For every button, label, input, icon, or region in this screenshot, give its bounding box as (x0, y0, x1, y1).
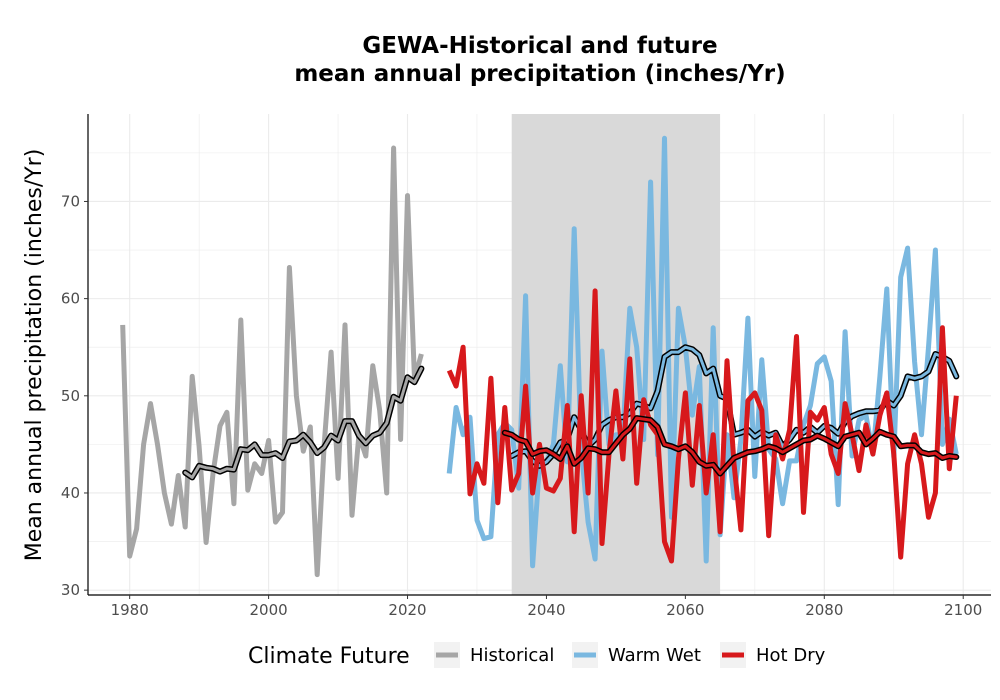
y-tick-label: 50 (61, 387, 80, 405)
y-axis-label: Mean annual precipitation (inches/Yr) (22, 149, 47, 562)
chart-title-line-2: mean annual precipitation (inches/Yr) (294, 61, 785, 87)
historical-smoothed-line (183, 367, 423, 479)
tick-labels: 1980 2000 2020 2040 2060 2080 2100 30 40 50 60 70 (61, 192, 982, 619)
legend-label-historical: Historical (470, 645, 554, 666)
legend-label-hot-dry: Hot Dry (756, 645, 826, 666)
hot-dry-smoothed-line (503, 416, 958, 475)
legend-label-warm-wet: Warm Wet (608, 645, 701, 666)
y-tick-label: 30 (61, 581, 80, 599)
hot-dry-smoothed-series (501, 415, 960, 477)
x-tick-label: 2040 (527, 601, 565, 619)
legend-item-warm-wet: Warm Wet (572, 642, 701, 668)
historical-smoothed-series (182, 365, 425, 481)
x-tick-label: 2100 (944, 601, 982, 619)
series-layer (120, 135, 960, 578)
historical-line (120, 145, 424, 578)
legend-item-hot-dry: Hot Dry (720, 642, 826, 668)
y-tick-label: 40 (61, 484, 80, 502)
x-tick-label: 1980 (111, 601, 149, 619)
y-tick-label: 70 (61, 192, 80, 210)
x-tick-label: 2000 (250, 601, 288, 619)
x-tick-label: 2080 (805, 601, 843, 619)
axes (87, 114, 991, 596)
x-tick-label: 2020 (388, 601, 426, 619)
hot-dry-line (446, 288, 959, 564)
y-tick-label: 60 (61, 290, 80, 308)
legend-item-historical: Historical (434, 642, 554, 668)
reference-period-band (511, 114, 721, 595)
legend: Climate Future Historical Warm Wet Hot Dry (248, 642, 826, 669)
legend-title: Climate Future (248, 644, 410, 669)
chart-title-line-1: GEWA-Historical and future (362, 33, 717, 59)
x-tick-label: 2060 (666, 601, 704, 619)
